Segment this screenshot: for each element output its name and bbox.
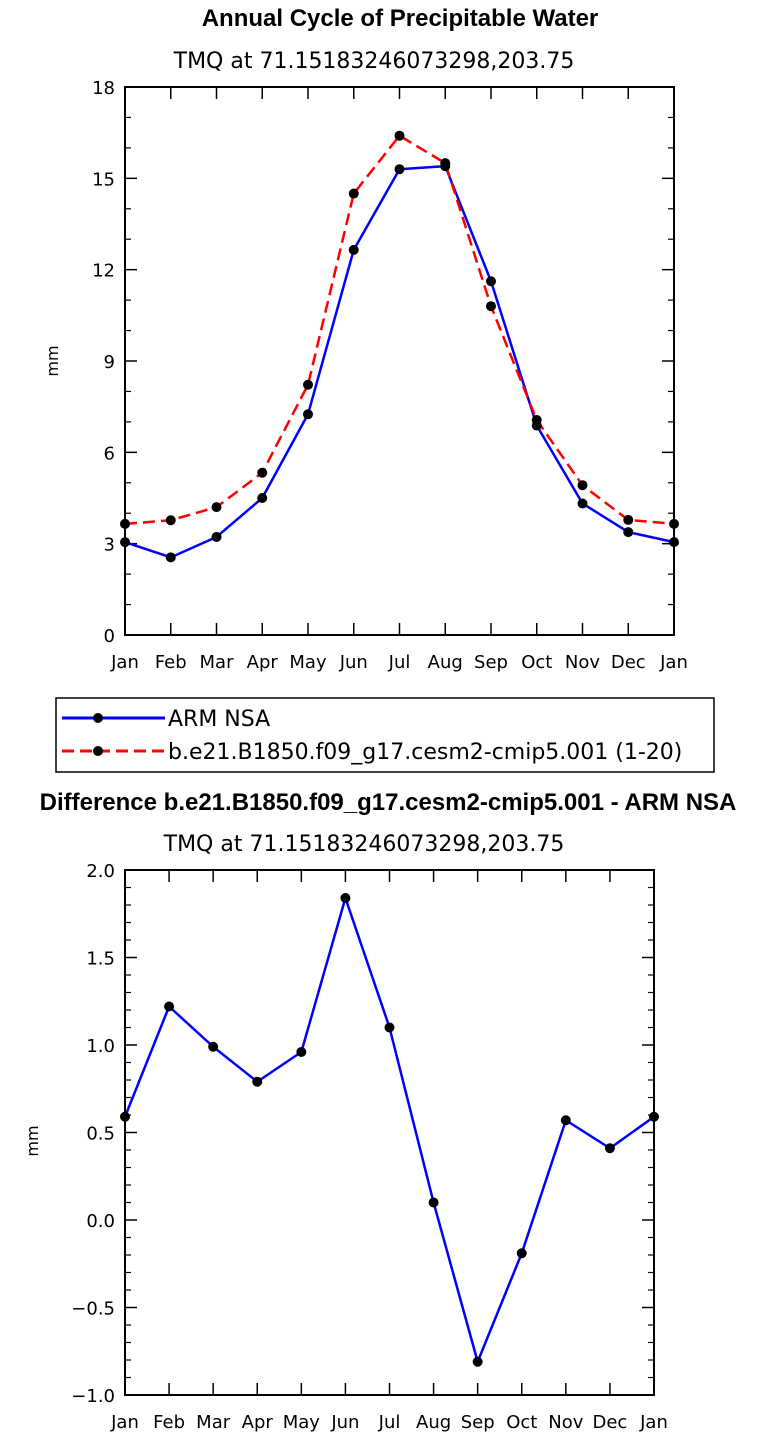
x-tick-label: Sep	[461, 1412, 495, 1433]
series-0-point	[649, 1111, 659, 1122]
series-0-point	[257, 493, 268, 503]
series-0-point	[623, 527, 634, 538]
series-0-point	[208, 1041, 219, 1052]
y-tick-label: 0.0	[86, 1211, 115, 1232]
chart1-title: Annual Cycle of Precipitable Water	[202, 5, 599, 32]
series-0-point	[428, 1197, 439, 1208]
series-1-point	[348, 188, 359, 199]
y-tick-label: 1.5	[86, 949, 115, 970]
series-1-point	[577, 480, 588, 491]
y-tick-label: 0.5	[86, 1124, 115, 1145]
legend-marker-model	[93, 746, 103, 756]
x-tick-label: Sep	[474, 652, 508, 673]
series-line-0	[124, 164, 675, 559]
series-line-1	[124, 134, 675, 526]
x-tick-label: Jun	[330, 1412, 359, 1433]
x-tick-label: May	[289, 652, 327, 673]
x-tick-label: Dec	[611, 652, 646, 673]
series-1-point	[303, 379, 313, 390]
y-tick-label: 6	[104, 443, 115, 464]
x-tick-label: Jan	[659, 652, 688, 673]
y-tick-label: 3	[104, 535, 115, 556]
x-tick-label: Oct	[521, 652, 552, 673]
x-tick-label: Dec	[592, 1412, 627, 1433]
series-0-point	[120, 1111, 130, 1122]
series-0-point	[348, 244, 359, 255]
x-tick-label: Mar	[200, 652, 235, 673]
x-tick-label: Oct	[506, 1412, 537, 1433]
legend-marker-arm	[93, 713, 103, 723]
x-tick-label: Jul	[388, 652, 411, 673]
y-tick-label: 2.0	[86, 861, 115, 882]
series-0-point	[164, 1001, 175, 1012]
series-1-point	[120, 518, 130, 529]
series-0-point	[486, 276, 496, 287]
series-0-point	[296, 1047, 307, 1057]
series-0-point	[211, 531, 222, 542]
series-0-point	[303, 409, 313, 420]
x-tick-label: May	[283, 1412, 321, 1433]
y-tick-label: 0	[104, 626, 115, 647]
series-line-0	[123, 896, 655, 1363]
series-1-point	[623, 514, 634, 525]
series-0-point	[516, 1248, 527, 1259]
y-tick-label: 15	[92, 169, 115, 190]
series-0-point	[577, 498, 588, 509]
series-0-point	[472, 1356, 483, 1367]
series-1-point	[211, 502, 222, 513]
series-1-point	[394, 130, 405, 141]
series-0-point	[165, 552, 176, 563]
legend-label-model: b.e21.B1850.f09_g17.cesm2-cmip5.001 (1-2…	[168, 740, 682, 765]
x-tick-label: Aug	[416, 1412, 451, 1433]
series-0-point	[384, 1022, 395, 1033]
legend-label-arm: ARM NSA	[168, 707, 270, 732]
series-1-point	[531, 415, 542, 426]
series-1-point	[669, 518, 679, 529]
legend-box	[55, 697, 715, 773]
y-tick-label: −0.5	[71, 1299, 115, 1320]
x-tick-label: Apr	[242, 1412, 274, 1433]
x-tick-label: Jan	[110, 652, 139, 673]
plot-frame	[124, 869, 655, 1396]
y-tick-label: 9	[104, 352, 115, 373]
x-tick-label: Aug	[428, 652, 463, 673]
x-tick-label: Apr	[247, 652, 279, 673]
series-1-point	[440, 158, 451, 169]
chart2-title: Difference b.e21.B1850.f09_g17.cesm2-cmi…	[40, 789, 737, 816]
x-tick-label: Jun	[339, 652, 368, 673]
x-tick-label: Jan	[110, 1412, 139, 1433]
chart2-subtitle: TMQ at 71.15183246073298,203.75	[163, 832, 565, 857]
series-0-point	[669, 537, 679, 548]
y-tick-label: 18	[92, 78, 115, 99]
x-tick-label: Nov	[548, 1412, 583, 1433]
series-1-point	[257, 467, 268, 478]
y-tick-label: 1.0	[86, 1036, 115, 1057]
x-tick-label: Feb	[153, 1412, 185, 1433]
y-tick-label: 12	[92, 261, 115, 282]
series-1-point	[486, 301, 496, 312]
series-1-point	[165, 515, 176, 526]
chart1-legend: ARM NSA b.e21.B1850.f09_g17.cesm2-cmip5.…	[55, 697, 715, 773]
series-0-point	[560, 1115, 571, 1126]
series-0-point	[120, 537, 130, 548]
x-tick-label: Jul	[378, 1412, 401, 1433]
x-tick-label: Feb	[155, 652, 187, 673]
chart1-subtitle: TMQ at 71.15183246073298,203.75	[173, 49, 575, 74]
series-0-point	[252, 1076, 263, 1087]
x-tick-label: Nov	[565, 652, 600, 673]
chart2-ylabel: mm	[23, 1125, 42, 1156]
x-tick-label: Jan	[639, 1412, 668, 1433]
series-0-point	[604, 1143, 615, 1154]
series-0-point	[394, 164, 405, 175]
chart2-plot: −1.0 −0.5 0.0 0.5 1.0 1.5 2.0 Jan Feb Mar Apr May Ju…	[71, 861, 668, 1433]
x-tick-label: Mar	[196, 1412, 231, 1433]
chart1-plot: 0 3 6 9 12 15 18 Jan Feb Mar Apr May Jun Jul Aug Sep Oct…	[92, 78, 688, 673]
y-tick-label: −1.0	[71, 1386, 115, 1407]
series-0-point	[340, 893, 351, 903]
chart1-ylabel: mm	[43, 345, 62, 376]
